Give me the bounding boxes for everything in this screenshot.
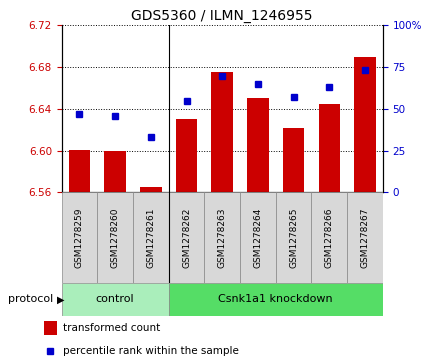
Bar bbox=[69, 150, 90, 192]
Text: protocol: protocol bbox=[7, 294, 53, 305]
Bar bbox=[140, 187, 161, 192]
Text: ▶: ▶ bbox=[57, 294, 65, 305]
Bar bbox=[247, 98, 268, 192]
Bar bbox=[169, 192, 204, 283]
Text: GSM1278259: GSM1278259 bbox=[75, 208, 84, 268]
Text: GSM1278262: GSM1278262 bbox=[182, 208, 191, 268]
Text: GSM1278264: GSM1278264 bbox=[253, 208, 262, 268]
Bar bbox=[169, 283, 383, 316]
Bar bbox=[62, 283, 169, 316]
Bar bbox=[212, 72, 233, 192]
Text: Csnk1a1 knockdown: Csnk1a1 knockdown bbox=[218, 294, 333, 305]
Bar bbox=[104, 151, 126, 192]
Text: GSM1278265: GSM1278265 bbox=[289, 208, 298, 268]
Bar bbox=[240, 192, 276, 283]
Bar bbox=[204, 192, 240, 283]
Bar bbox=[276, 192, 312, 283]
Bar bbox=[176, 119, 197, 192]
Text: GSM1278266: GSM1278266 bbox=[325, 208, 334, 268]
Bar bbox=[354, 57, 376, 192]
Bar bbox=[319, 104, 340, 192]
Bar bbox=[312, 192, 347, 283]
Text: percentile rank within the sample: percentile rank within the sample bbox=[63, 346, 239, 356]
Text: control: control bbox=[96, 294, 135, 305]
Bar bbox=[62, 192, 97, 283]
Text: transformed count: transformed count bbox=[63, 323, 161, 333]
Text: GSM1278267: GSM1278267 bbox=[360, 208, 370, 268]
Bar bbox=[97, 192, 133, 283]
Text: GSM1278261: GSM1278261 bbox=[147, 208, 155, 268]
Title: GDS5360 / ILMN_1246955: GDS5360 / ILMN_1246955 bbox=[132, 9, 313, 23]
Text: GSM1278260: GSM1278260 bbox=[110, 208, 120, 268]
Bar bbox=[347, 192, 383, 283]
Bar bbox=[283, 128, 304, 192]
Bar bbox=[133, 192, 169, 283]
Bar bbox=[44, 321, 58, 335]
Text: GSM1278263: GSM1278263 bbox=[218, 208, 227, 268]
